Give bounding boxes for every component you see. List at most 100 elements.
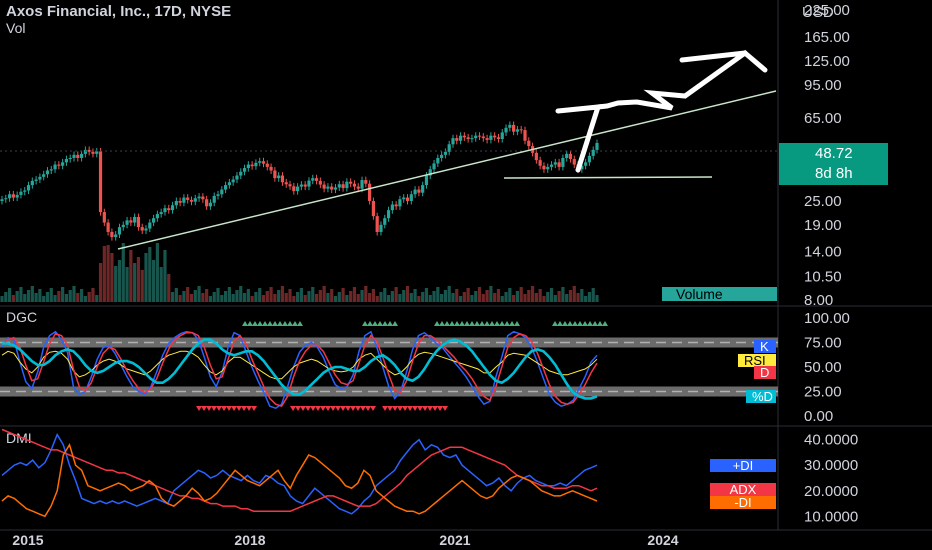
dgc-legend-label: D [760,365,769,380]
candle-body [121,224,125,228]
volume-bar [322,286,326,302]
dgc-sell-marker [382,406,388,411]
volume-bar [261,295,266,302]
candle-body [151,218,156,223]
dgc-sell-marker [320,406,326,411]
candle-body [356,186,360,189]
candle-body [235,175,239,180]
dgc-bands [0,337,778,397]
dgc-buy-marker [392,321,398,326]
candle-body [519,129,523,131]
rising-trendline[interactable] [117,90,777,250]
volume-bar [447,286,451,302]
candle-body [288,184,292,187]
volume-bar [61,287,65,302]
time-tick-label: 2018 [234,532,265,548]
dgc-sell-marker [365,406,371,411]
candle-body [417,189,421,193]
dgc-sell-marker [241,406,247,411]
volume-bar [114,266,118,302]
candle-body [394,204,398,207]
candle-body [178,200,182,203]
candle-body [129,220,133,223]
dgc-series-pct-d [2,338,598,400]
volume-bar [159,267,163,302]
price-tick-label: 8.00 [804,292,833,309]
candle-body [299,184,303,187]
price-tick-label: 10.50 [804,268,842,285]
dmi-tick-label: 10.0000 [804,508,858,525]
candle-body [584,162,588,166]
volume-bar [326,293,330,302]
candle-body [580,165,584,170]
volume-bar [0,296,4,302]
dgc-sell-marker [432,406,438,411]
volume-bar [201,293,205,302]
volume-bar [360,290,364,302]
candle-body [436,157,440,164]
volume-bar [216,288,220,302]
volume-bar [170,292,175,302]
candle-body [296,186,300,192]
dgc-sell-marker [206,406,212,411]
candle-body [87,149,91,152]
support-line[interactable] [503,176,713,179]
volume-bar [91,288,95,302]
candle-body [4,198,8,200]
volume-bar [205,289,209,302]
volume-bar [49,288,53,302]
volume-bar [561,287,565,302]
dgc-sell-marker [355,406,361,411]
volume-bar [72,286,76,302]
projection-arrow-path-2[interactable] [595,49,768,111]
candle-body [337,184,341,188]
volume-bar [409,293,413,302]
dmi-legend: +DI ADX-DI [710,458,776,510]
dgc-sell-marker [427,406,433,411]
dgc-title[interactable]: DGC [6,309,37,325]
projection-arrowhead [679,50,748,63]
candle-body [421,185,425,193]
candle-body [38,176,42,180]
candle-body [314,178,319,181]
volume-bar [235,290,239,302]
volume-bar [485,290,489,302]
time-axis[interactable]: 2015 2018 2021 2024 [12,532,678,548]
candle-body [125,220,129,225]
volume-bar [402,290,406,302]
volume-legend-label[interactable]: Vol [6,20,25,36]
candle-body [155,214,159,219]
dgc-buy-marker [552,321,558,326]
dgc-buy-marker [277,321,283,326]
dgc-buy-marker [449,321,455,326]
dmi-legend-chip [710,496,776,509]
volume-bar [64,294,69,302]
volume-bar [57,291,61,302]
dgc-sell-marker [221,406,227,411]
candle-body [30,180,34,186]
volume-bar [144,253,148,302]
dgc-buy-marker [282,321,288,326]
dgc-legend-chip [746,390,776,403]
volume-bar [462,292,466,302]
candle-body [557,162,561,167]
candle-body [114,234,118,238]
volume-bar [345,295,349,302]
volume-bar [11,295,15,302]
candle-body [561,157,565,167]
dmi-axis[interactable]: 40.0000 30.0000 20.0000 10.0000 [804,432,858,526]
candle-body [485,138,489,140]
volume-bar [576,293,580,302]
candle-body [76,154,80,158]
dgc-axis[interactable]: 100.00 75.00 50.00 25.00 0.00 [804,310,850,425]
volume-bar [489,286,493,302]
candle-body [72,154,76,158]
candle-body [277,175,281,179]
dgc-lines [1,330,598,410]
candle-body [95,151,99,154]
candle-body [428,169,432,176]
chart-title[interactable]: Axos Financial, Inc., 17D, NYSE [6,3,231,20]
volume-bar [314,294,319,302]
dgc-legend-chip [754,340,776,353]
